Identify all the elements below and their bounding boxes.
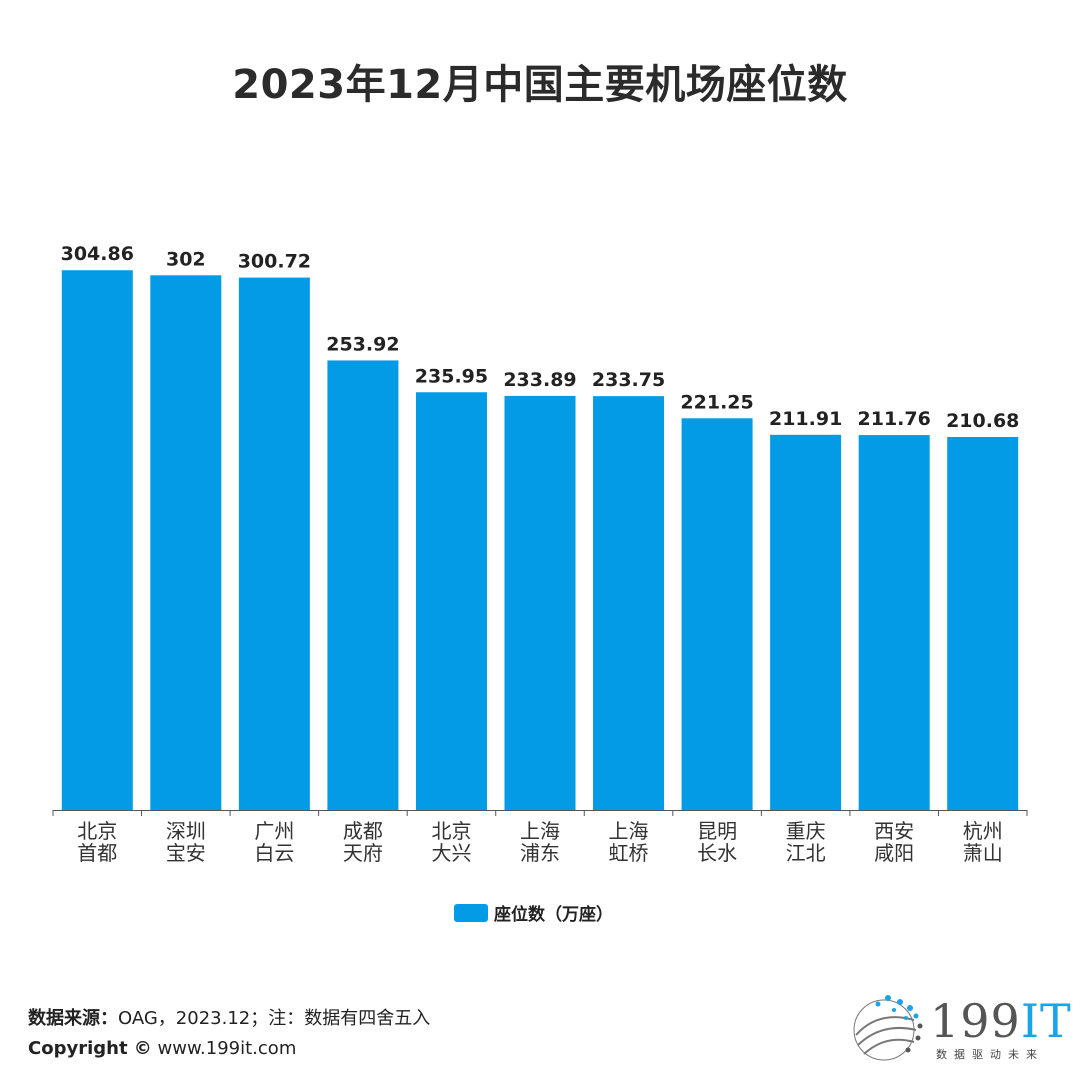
bar [770,434,842,810]
source-label: 数据来源： [28,1008,118,1029]
logo-number: 199 [930,994,1021,1048]
category-label: 首都 [77,841,117,865]
category-label: 咸阳 [874,841,914,865]
copyright-note: Copyright © www.199it.com [28,1038,296,1059]
bar-value-label: 253.92 [326,333,399,355]
legend: 座位数（万座） [454,900,613,925]
bar-value-label: 235.95 [415,365,488,387]
legend-swatch [454,903,488,922]
category-label: 浦东 [520,841,560,865]
bar-chart: 304.86 302 300.72 253.92 235.95 233.89 233.75 2… [52,243,1028,865]
category-label: 萧山 [963,841,1003,865]
bar [858,435,930,810]
bar-value-label: 300.72 [238,251,311,273]
logo-wordmark: 199IT [930,994,1072,1048]
bar [61,270,133,810]
bar [504,395,576,810]
category-label: 西安 [874,819,914,843]
logo-199it: 199IT 数据驱动未来 [848,990,1071,1065]
category-label: 上海 [609,819,649,843]
source-text: OAG，2023.12；注：数据有四舍五入 [118,1008,431,1029]
category-label: 上海 [520,819,560,843]
x-axis: 北京首都深圳宝安广州白云成都天府北京大兴上海浦东上海虹桥昆明长水重庆江北西安咸阳… [52,810,1028,865]
bar-value-label: 233.89 [503,369,576,391]
bar [681,418,753,810]
category-label: 昆明 [697,819,737,843]
bar [327,360,399,810]
category-label: 江北 [786,841,826,865]
category-label: 深圳 [166,819,206,843]
category-label: 广州 [254,819,294,843]
category-label: 杭州 [963,819,1003,843]
bar-value-label: 210.68 [946,410,1019,432]
category-label: 北京 [431,819,471,843]
category-label: 白云 [254,841,294,865]
bar-value-label: 211.91 [769,408,842,430]
copyright-url: www.199it.com [151,1038,297,1059]
bar-value-label: 233.75 [592,369,665,391]
copyright-label: Copyright © [28,1038,152,1059]
category-label: 重庆 [786,819,826,843]
bar-value-label: 211.76 [858,408,931,430]
bar-value-label: 304.86 [61,243,134,265]
legend-label: 座位数（万座） [494,905,613,925]
category-label: 成都 [343,819,383,843]
category-label: 天府 [343,841,383,865]
data-source-note: 数据来源：OAG，2023.12；注：数据有四舍五入 [28,1004,430,1030]
bar-value-label: 302 [166,248,206,270]
bar [238,277,310,810]
bar [415,392,487,810]
bar [593,396,665,810]
category-label: 长水 [697,841,737,865]
logo-globe-icon [853,995,923,1061]
bar [150,275,222,810]
bars-group: 304.86 302 300.72 253.92 235.95 233.89 233.75 2… [61,243,1019,810]
category-label: 北京 [77,819,117,843]
chart-title: 2023年12月中国主要机场座位数 [232,62,848,108]
category-label: 大兴 [431,841,471,865]
bar-value-label: 221.25 [680,391,753,413]
category-label: 虹桥 [609,841,649,865]
logo-tagline: 数据驱动未来 [936,1048,1044,1061]
logo-it: IT [1020,994,1072,1048]
category-label: 宝安 [166,841,206,865]
bar [947,436,1019,810]
